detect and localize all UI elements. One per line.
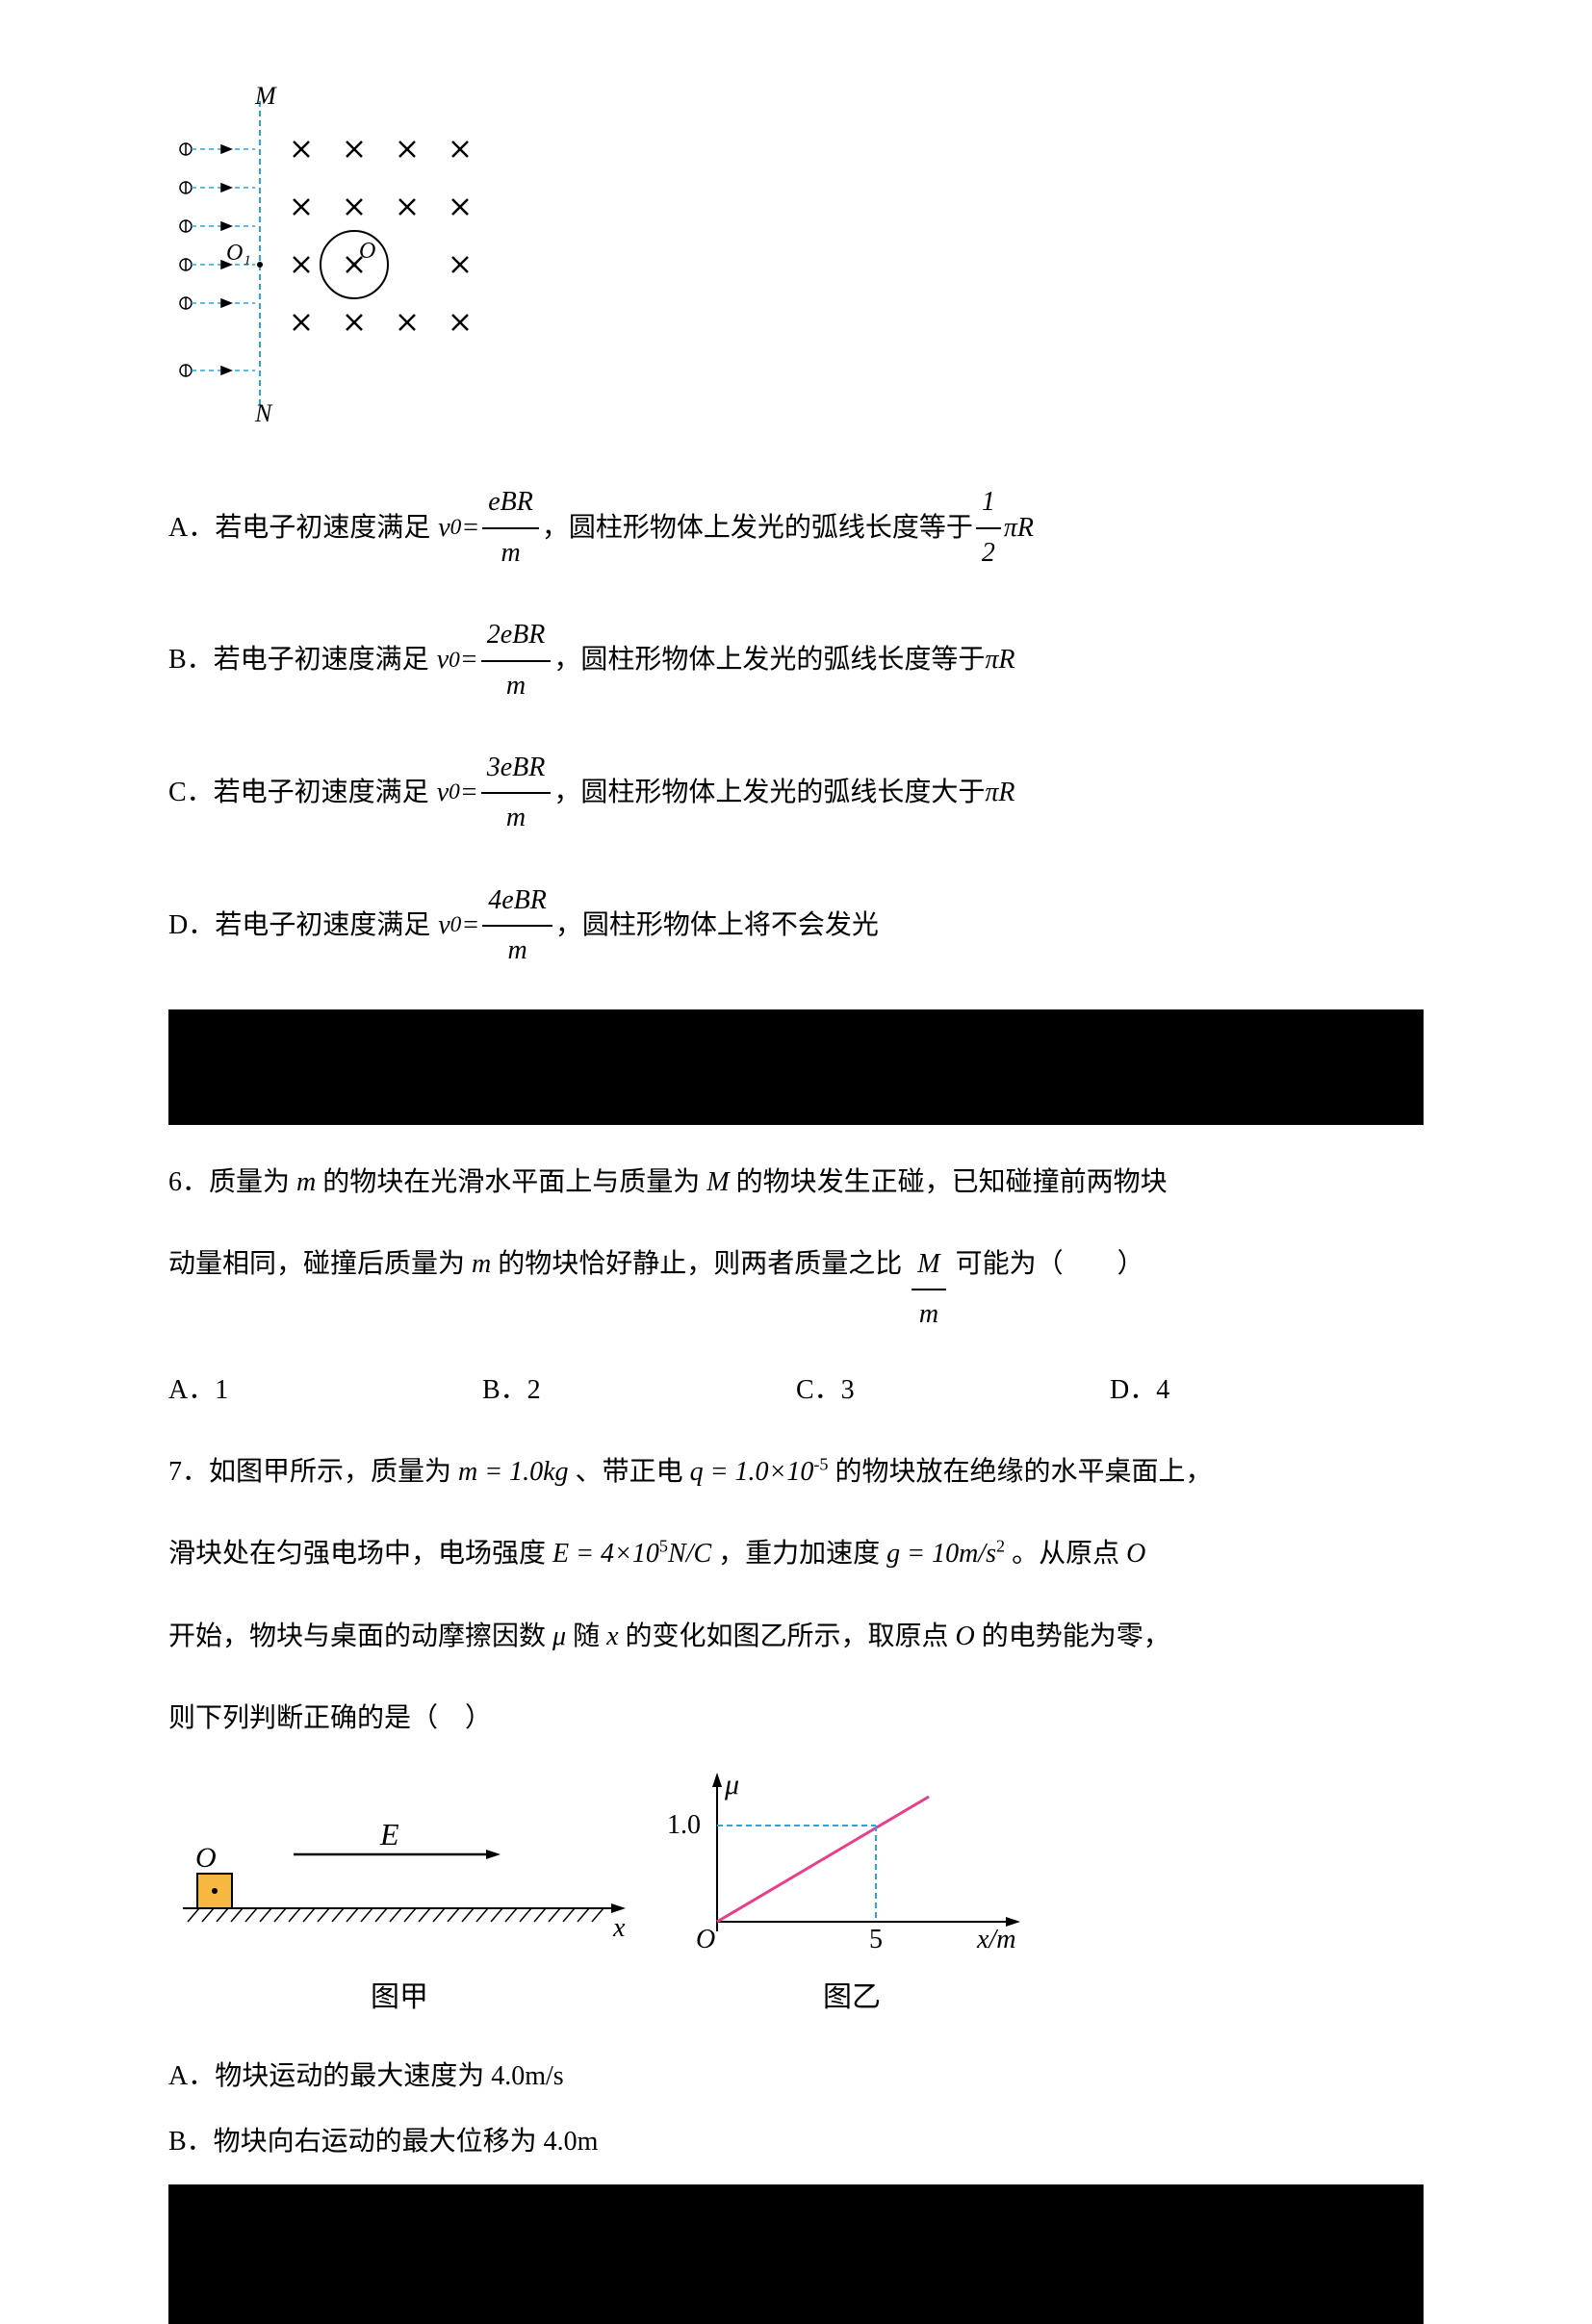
- q6-B: B．2: [482, 1366, 796, 1415]
- arrow-row: [180, 143, 255, 155]
- svg-text:x: x: [612, 1913, 626, 1943]
- q7-line4: 则下列判断正确的是（ ）: [168, 1695, 1424, 1743]
- diagram2-right: μ 1.0 O 5 x/m 图乙: [659, 1773, 1044, 2024]
- q7-optB: B．物块向右运动的最大位移为 4.0m: [168, 2118, 1424, 2166]
- svg-text:μ: μ: [724, 1773, 739, 1800]
- diagram1-svg: M N: [168, 87, 515, 423]
- diagram-magnetic-field: M N: [168, 87, 1424, 440]
- svg-text:E: E: [379, 1817, 399, 1852]
- q6-A: A．1: [168, 1366, 482, 1415]
- redacted-block-2: [168, 2184, 1424, 2324]
- q5-option-D: D．若电子初速度满足 v0 = 4eBRm ，圆柱形物体上将不会发光: [168, 877, 1424, 976]
- q6-D: D．4: [1110, 1366, 1424, 1415]
- label-O: O: [359, 239, 375, 264]
- q5-option-B: B．若电子初速度满足 v0 = 2eBRm ，圆柱形物体上发光的弧线长度等于 π…: [168, 611, 1424, 710]
- q6-choices: A．1 B．2 C．3 D．4: [168, 1366, 1424, 1415]
- label-M: M: [254, 87, 277, 110]
- label-O1: O₁: [226, 241, 251, 266]
- q7-optA: A．物块运动的最大速度为 4.0m/s: [168, 2053, 1424, 2101]
- caption-left: 图甲: [168, 1972, 630, 2024]
- q7-options: A．物块运动的最大速度为 4.0m/s B．物块向右运动的最大位移为 4.0m: [168, 2053, 1424, 2167]
- svg-text:O: O: [696, 1925, 715, 1954]
- q6-C: C．3: [796, 1366, 1110, 1415]
- caption-right: 图乙: [659, 1972, 1044, 2024]
- q7-line2: 滑块处在匀强电场中，电场强度 E = 4×105N/C ，重力加速度 g = 1…: [168, 1530, 1424, 1578]
- svg-text:1.0: 1.0: [667, 1810, 701, 1840]
- redacted-block-1: [168, 1009, 1424, 1125]
- q6-line2: 动量相同，碰撞后质量为 m 的物块恰好静止，则两者质量之比 Mm 可能为（ ）: [168, 1240, 1424, 1340]
- svg-text:x/m: x/m: [976, 1925, 1015, 1954]
- q7-line1: 7．如图甲所示，质量为 m = 1.0kg 、带正电 q = 1.0×10-5 …: [168, 1448, 1424, 1496]
- diagram2-left: O E x 图甲: [168, 1782, 630, 2024]
- q5-option-C: C．若电子初速度满足 v0 = 3eBRm ，圆柱形物体上发光的弧线长度大于 π…: [168, 744, 1424, 843]
- opt-text: A．若电子初速度满足: [168, 504, 430, 552]
- diagram2-container: O E x 图甲: [168, 1773, 1424, 2024]
- svg-text:O: O: [195, 1842, 217, 1874]
- q7-line3: 开始，物块与桌面的动摩擦因数 μ 随 x 的变化如图乙所示，取原点 O 的电势能…: [168, 1613, 1424, 1661]
- q5-option-A: A．若电子初速度满足 v0 = eBRm ，圆柱形物体上发光的弧线长度等于 12…: [168, 478, 1424, 577]
- label-N: N: [254, 399, 273, 423]
- q6-line1: 6．质量为 m 的物块在光滑水平面上与质量为 M 的物块发生正碰，已知碰撞前两物…: [168, 1159, 1424, 1207]
- svg-text:5: 5: [869, 1925, 883, 1954]
